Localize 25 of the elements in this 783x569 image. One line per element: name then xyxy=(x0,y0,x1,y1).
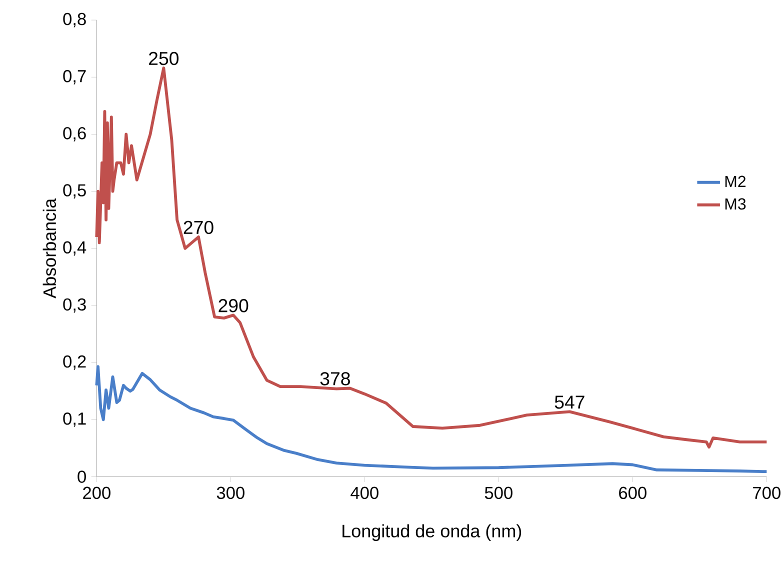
y-tick-label: 0,8 xyxy=(63,12,86,28)
annotation: 290 xyxy=(218,299,248,312)
y-tick-label: 0,1 xyxy=(63,412,86,427)
y-tick-label: 0,2 xyxy=(63,355,86,370)
y-tick-label: 0,6 xyxy=(63,127,86,142)
x-tick-label: 500 xyxy=(484,486,512,500)
annotation: 250 xyxy=(149,52,179,66)
legend-label: M3 xyxy=(725,198,746,210)
y-tick-label: 0,4 xyxy=(63,241,86,256)
x-axis-title: Longitud de onda (nm) xyxy=(342,524,522,541)
x-tick-label: 700 xyxy=(753,486,780,500)
annotation: 378 xyxy=(320,372,350,386)
line-series xyxy=(95,365,768,474)
x-tick-label: 400 xyxy=(350,486,378,500)
y-tick-label: 0,7 xyxy=(63,70,86,84)
y-tick-label: 0 xyxy=(78,470,86,483)
annotation: 270 xyxy=(184,220,214,234)
x-tick-label: 600 xyxy=(619,486,646,500)
annotation: 547 xyxy=(554,396,584,409)
y-axis-title: Absorbancia xyxy=(42,198,56,298)
x-tick-label: 300 xyxy=(216,486,244,500)
y-tick-label: 0,3 xyxy=(63,298,86,313)
x-tick-label: 200 xyxy=(83,486,110,500)
y-tick-label: 0,5 xyxy=(63,184,86,198)
legend-label: M2 xyxy=(725,176,746,187)
